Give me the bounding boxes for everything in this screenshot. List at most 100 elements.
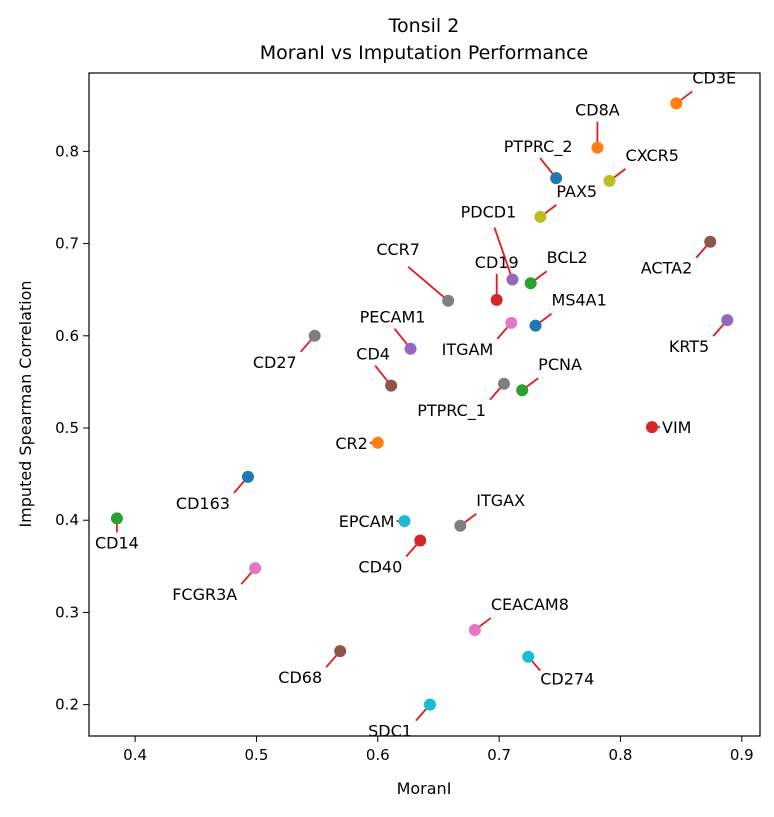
scatter-marker [704, 235, 717, 248]
data-point-vim: VIM [646, 418, 691, 437]
data-point-epcam: EPCAM [339, 512, 411, 531]
scatter-marker [550, 172, 563, 185]
data-point-ptprc-2: PTPRC_2 [504, 137, 573, 185]
scatter-marker [490, 293, 503, 306]
scatter-marker [385, 379, 398, 392]
data-point-cd4: CD4 [356, 345, 398, 392]
scatter-marker [308, 329, 321, 342]
point-label: SDC1 [368, 722, 412, 741]
scatter-marker [646, 421, 659, 434]
point-label: BCL2 [547, 248, 588, 267]
point-label: ITGAM [442, 340, 494, 359]
data-point-cd68: CD68 [278, 645, 347, 687]
point-label: PTPRC_2 [504, 137, 573, 157]
scatter-marker [404, 342, 417, 355]
point-label: CD40 [358, 558, 402, 577]
y-axis-label: Imputed Spearman Correlation [16, 280, 35, 527]
ticks-layer: 0.4 0.5 0.6 0.7 0.8 0.9 0.2 0.3 0.4 0.5 0.6 0.7 0.8 [55, 142, 754, 764]
point-label: CD27 [253, 353, 297, 372]
point-label: CD14 [95, 533, 139, 552]
plot-frame [88, 72, 761, 737]
point-label: CCR7 [376, 240, 420, 259]
scatter-marker [468, 623, 481, 636]
point-label: CR2 [335, 434, 367, 453]
data-point-pdcd1: PDCD1 [461, 203, 519, 286]
scatter-marker [110, 512, 123, 525]
y-tick-label: 0.6 [55, 327, 79, 345]
leader-line [407, 266, 449, 302]
scatter-marker [524, 277, 537, 290]
point-label: EPCAM [339, 512, 395, 531]
x-tick-label: 0.6 [366, 746, 390, 764]
point-label: ITGAX [476, 491, 525, 510]
point-label: CXCR5 [626, 146, 679, 165]
y-tick-label: 0.8 [55, 142, 79, 160]
scatter-marker [454, 519, 467, 532]
data-point-krt5: KRT5 [669, 314, 734, 356]
data-point-cxcr5: CXCR5 [603, 146, 679, 187]
data-point-ms4a1: MS4A1 [529, 291, 607, 332]
point-label: CD68 [278, 668, 322, 687]
data-point-pecam1: PECAM1 [360, 308, 426, 355]
point-label: PECAM1 [360, 308, 426, 327]
scatter-marker [423, 698, 436, 711]
scatter-marker [721, 314, 734, 327]
data-point-fcgr3a: FCGR3A [172, 562, 262, 604]
data-point-cd163: CD163 [176, 470, 254, 513]
point-label: MS4A1 [552, 291, 607, 310]
chart-title: Tonsil 2 [388, 15, 460, 37]
point-label: PCNA [538, 355, 582, 374]
scatter-marker [249, 562, 262, 575]
y-tick-label: 0.3 [55, 603, 79, 621]
x-tick-label: 0.4 [123, 746, 147, 764]
data-point-pcna: PCNA [516, 355, 582, 397]
data-point-cd274: CD274 [522, 650, 594, 689]
point-label: ACTA2 [641, 259, 693, 278]
data-point-ccr7: CCR7 [376, 240, 455, 307]
data-point-cd19: CD19 [475, 253, 519, 306]
scatter-marker [516, 384, 529, 397]
data-point-cd14: CD14 [95, 512, 139, 552]
data-point-ceacam8: CEACAM8 [468, 595, 569, 636]
scatter-marker [497, 377, 510, 390]
data-point-bcl2: BCL2 [524, 248, 588, 290]
x-tick-label: 0.8 [609, 746, 633, 764]
scatter-marker [534, 210, 547, 223]
scatter-marker [670, 97, 683, 110]
data-point-cd40: CD40 [358, 534, 427, 577]
data-point-pax5: PAX5 [534, 182, 597, 223]
scatter-marker [442, 294, 455, 307]
chart-subtitle: MoranI vs Imputation Performance [260, 42, 588, 64]
x-tick-label: 0.9 [730, 746, 754, 764]
point-label: PDCD1 [461, 203, 517, 222]
y-tick-label: 0.5 [55, 419, 79, 437]
point-label: CD274 [540, 670, 594, 689]
scatter-marker [506, 273, 519, 286]
point-label: KRT5 [669, 337, 709, 356]
scatter-marker [398, 515, 411, 528]
point-label: PTPRC_1 [417, 401, 486, 421]
data-point-cr2: CR2 [335, 434, 384, 453]
point-label: PAX5 [556, 182, 597, 201]
x-axis-label: MoranI [397, 779, 452, 798]
point-label: CEACAM8 [491, 595, 569, 614]
data-point-ptprc-1: PTPRC_1 [417, 377, 510, 421]
scatter-marker [241, 470, 254, 483]
scatter-marker [334, 645, 347, 658]
point-label: CD19 [475, 253, 519, 272]
data-point-cd27: CD27 [253, 329, 321, 372]
point-label: CD4 [356, 345, 390, 364]
point-label: CD3E [692, 68, 736, 87]
data-point-cd8a: CD8A [575, 101, 620, 154]
point-label: CD8A [575, 101, 620, 120]
point-label: FCGR3A [172, 585, 237, 604]
data-point-acta2: ACTA2 [641, 235, 717, 278]
scatter-marker [414, 534, 427, 547]
data-point-itgax: ITGAX [454, 491, 525, 532]
scatter-marker [505, 316, 518, 329]
scatter-marker [591, 141, 604, 154]
